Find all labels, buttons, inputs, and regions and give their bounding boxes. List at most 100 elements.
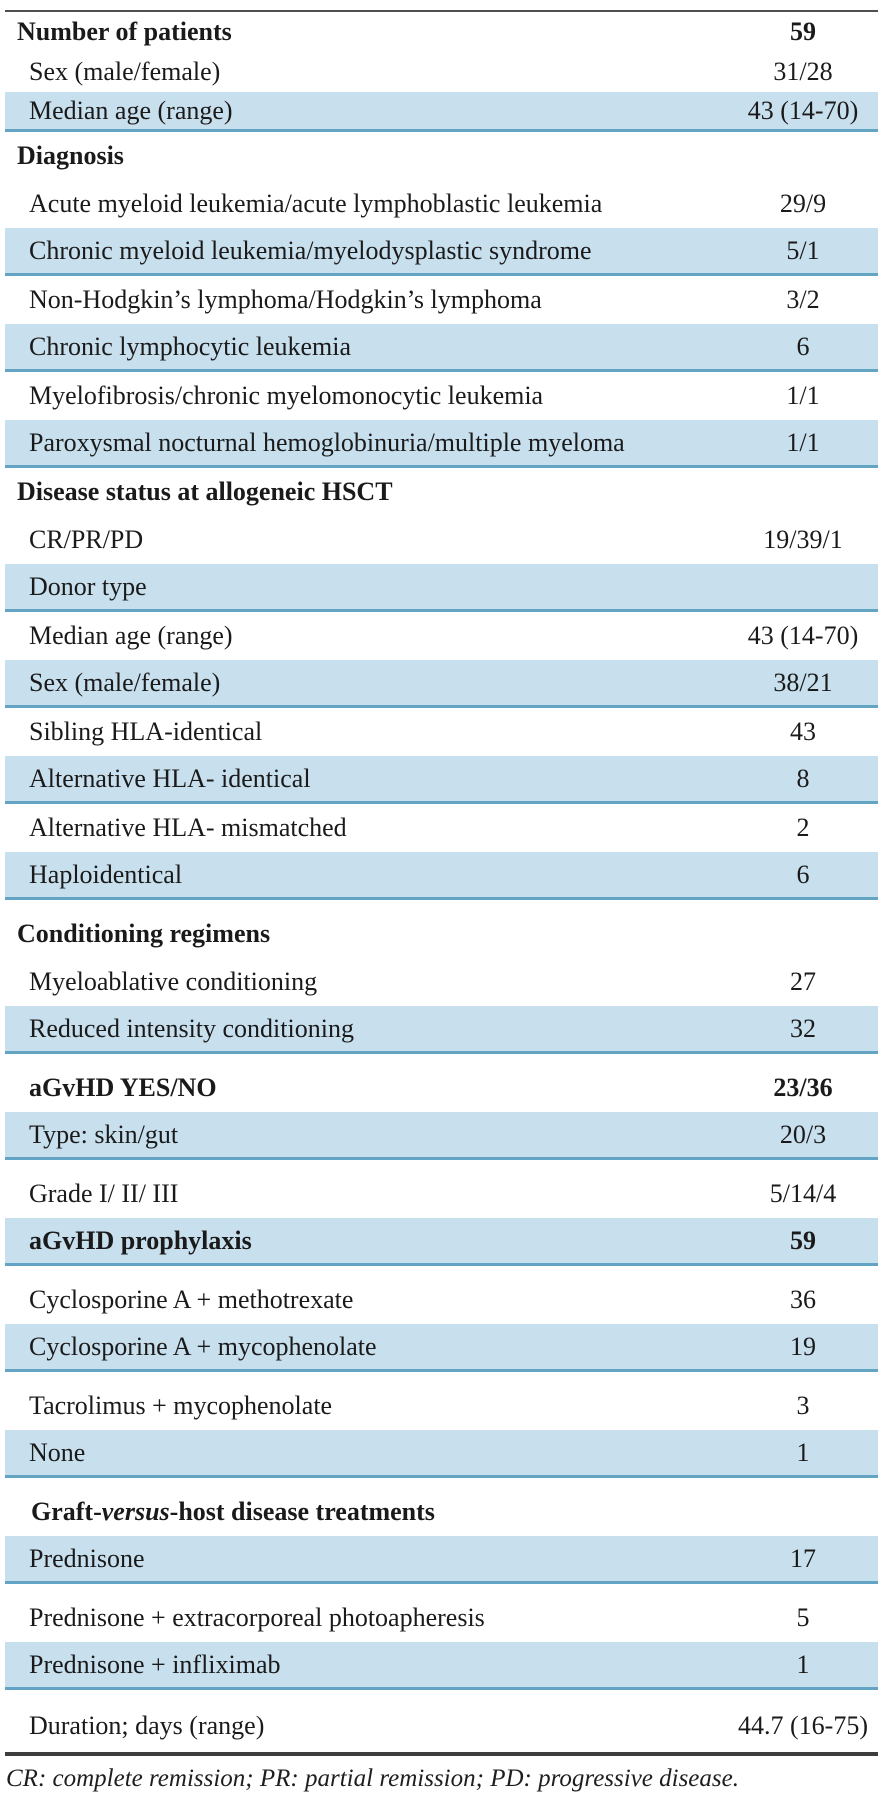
patient-characteristics-table: Number of patients 59 Sex (male/female) 31/… [5, 10, 878, 1752]
row-label: Disease status at allogeneic HSCT [17, 477, 393, 506]
section-header-row: Disease status at allogeneic HSCT [5, 468, 878, 516]
table-row: Sibling HLA-identical 43 [5, 708, 878, 756]
row-label: Myelofibrosis/chronic myelomonocytic leu… [29, 381, 544, 410]
row-label: Diagnosis [17, 141, 124, 170]
table-row: Myeloablative conditioning 27 [5, 958, 878, 1006]
section-header-row: Number of patients 59 [5, 12, 878, 52]
row-value: 36 [790, 1285, 816, 1314]
table-row: Alternative HLA- mismatched 2 [5, 804, 878, 852]
table-row: Reduced intensity conditioning 32 [5, 1006, 878, 1054]
row-value: 8 [796, 763, 810, 793]
row-value: 1/1 [786, 427, 820, 457]
table-row: Prednisone + extracorporeal photoapheres… [5, 1594, 878, 1642]
row-value: 38/21 [773, 667, 833, 697]
row-label: Donor type [29, 571, 147, 601]
row-value: 44.7 (16-75) [738, 1711, 868, 1740]
table-row: Donor type [5, 564, 878, 612]
row-value: 27 [790, 967, 816, 996]
table-row: Prednisone 17 [5, 1536, 878, 1584]
row-label: Sex (male/female) [29, 667, 221, 697]
section-header-row: Graft-versus-host disease treatments [5, 1488, 878, 1536]
row-label: Median age (range) [29, 95, 233, 125]
row-label: Alternative HLA- identical [29, 763, 311, 793]
row-value: 1 [796, 1649, 810, 1679]
table-row: Grade I/ II/ III 5/14/4 [5, 1170, 878, 1218]
row-value: 3/2 [786, 285, 820, 314]
row-value: 1/1 [786, 381, 820, 410]
table-row: Cyclosporine A + methotrexate 36 [5, 1276, 878, 1324]
table-row: Chronic myeloid leukemia/myelodysplastic… [5, 228, 878, 276]
table-row: Sex (male/female) 31/28 [5, 52, 878, 92]
table-row: Type: skin/gut 20/3 [5, 1112, 878, 1160]
section-header-row: Conditioning regimens [5, 910, 878, 958]
row-label: Type: skin/gut [29, 1119, 179, 1149]
row-label: Alternative HLA- mismatched [29, 813, 347, 842]
row-value: 43 (14-70) [747, 621, 859, 650]
row-label: aGvHD prophylaxis [29, 1225, 252, 1255]
row-value: 32 [790, 1013, 816, 1043]
row-label: Chronic myeloid leukemia/myelodysplastic… [29, 235, 592, 265]
row-value: 5/1 [786, 235, 820, 265]
row-value: 31/28 [773, 57, 833, 86]
table-row: Median age (range) 43 (14-70) [5, 612, 878, 660]
table-row: Prednisone + infliximab 1 [5, 1642, 878, 1690]
row-label: Number of patients [17, 17, 232, 46]
row-label: Duration; days (range) [29, 1711, 265, 1740]
row-label: Myeloablative conditioning [29, 967, 318, 996]
row-value: 59 [790, 17, 816, 46]
row-label: Chronic lymphocytic leukemia [29, 331, 352, 361]
row-value: 29/9 [779, 189, 827, 218]
table-row: None 1 [5, 1430, 878, 1478]
italic-word: versus [101, 1497, 170, 1526]
table-row: Non-Hodgkin’s lymphoma/Hodgkin’s lymphom… [5, 276, 878, 324]
row-label: Prednisone + extracorporeal photoapheres… [29, 1603, 485, 1632]
row-value: 17 [790, 1543, 816, 1573]
table-row: aGvHD prophylaxis 59 [5, 1218, 878, 1266]
table-row: Duration; days (range) 44.7 (16-75) [5, 1700, 878, 1752]
row-value: 43 [790, 717, 816, 746]
table-row: Cyclosporine A + mycophenolate 19 [5, 1324, 878, 1372]
row-value: 43 (14-70) [747, 95, 859, 125]
row-value: 2 [796, 813, 810, 842]
row-label: Median age (range) [29, 621, 233, 650]
row-label: Tacrolimus + mycophenolate [29, 1391, 333, 1420]
row-label: Sex (male/female) [29, 57, 221, 86]
row-label: Graft-versus-host disease treatments [31, 1497, 435, 1526]
row-value: 5 [796, 1603, 810, 1632]
table-row: Haploidentical 6 [5, 852, 878, 900]
table-row: Median age (range) 43 (14-70) [5, 92, 878, 132]
row-label: Cyclosporine A + methotrexate [29, 1285, 354, 1314]
row-label: Prednisone + infliximab [29, 1649, 281, 1679]
table-footnote: CR: complete remission; PR: partial remi… [6, 1765, 739, 1792]
row-label: Cyclosporine A + mycophenolate [29, 1331, 377, 1361]
row-value: 59 [790, 1225, 816, 1255]
row-label: Sibling HLA-identical [29, 717, 263, 746]
section-header-row: Diagnosis [5, 132, 878, 180]
row-label: Acute myeloid leukemia/acute lymphoblast… [29, 189, 603, 218]
row-label: Reduced intensity conditioning [29, 1013, 354, 1043]
table-row: Alternative HLA- identical 8 [5, 756, 878, 804]
table-row: Tacrolimus + mycophenolate 3 [5, 1382, 878, 1430]
row-value: 23/36 [773, 1073, 833, 1102]
row-label: Grade I/ II/ III [29, 1179, 179, 1208]
table-row: Acute myeloid leukemia/acute lymphoblast… [5, 180, 878, 228]
row-value: 6 [796, 331, 810, 361]
row-label: Haploidentical [29, 859, 183, 889]
row-label: Paroxysmal nocturnal hemoglobinuria/mult… [29, 427, 625, 457]
table-row: Chronic lymphocytic leukemia 6 [5, 324, 878, 372]
row-label: Conditioning regimens [17, 919, 271, 948]
row-value: 20/3 [779, 1119, 827, 1149]
table-bottom-rule [5, 1752, 878, 1756]
row-label: None [29, 1437, 86, 1467]
row-value: 6 [796, 859, 810, 889]
row-label: Prednisone [29, 1543, 145, 1573]
row-value: 1 [796, 1437, 810, 1467]
table-row: Paroxysmal nocturnal hemoglobinuria/mult… [5, 420, 878, 468]
row-label: CR/PR/PD [29, 525, 144, 554]
row-label: aGvHD YES/NO [29, 1073, 217, 1102]
row-label: Non-Hodgkin’s lymphoma/Hodgkin’s lymphom… [29, 285, 542, 314]
table-row: Sex (male/female) 38/21 [5, 660, 878, 708]
row-value: 19/39/1 [763, 525, 843, 554]
table-row: Myelofibrosis/chronic myelomonocytic leu… [5, 372, 878, 420]
row-value: 3 [796, 1391, 810, 1420]
